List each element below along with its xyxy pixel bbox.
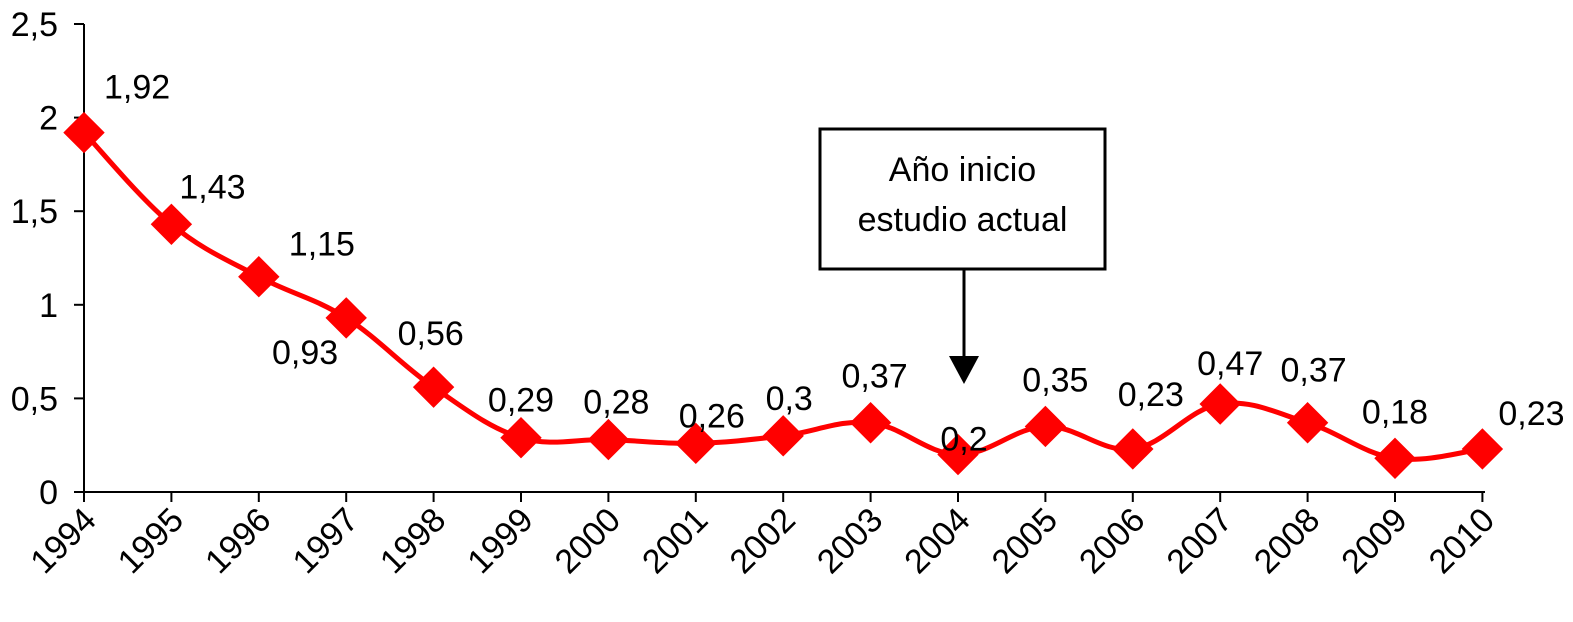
data-point-marker-1995 xyxy=(150,203,193,246)
data-label-2003: 0,37 xyxy=(842,358,908,396)
x-tick-label: 2004 xyxy=(897,501,977,581)
x-tick-label: 2002 xyxy=(723,501,803,581)
annotation-line-1: Año inicio xyxy=(889,151,1036,189)
data-label-1995: 1,43 xyxy=(179,168,245,206)
y-tick-label: 2 xyxy=(39,100,58,138)
marker-group xyxy=(63,111,1504,480)
x-tick-label: 2005 xyxy=(985,501,1065,581)
data-label-2002: 0,3 xyxy=(766,380,813,418)
data-point-marker-2008 xyxy=(1286,402,1329,444)
data-point-marker-2007 xyxy=(1199,383,1241,425)
data-point-marker-1998 xyxy=(412,366,455,408)
x-tick-label: 2010 xyxy=(1422,501,1502,581)
y-tick-label: 0,5 xyxy=(11,380,58,418)
annotation-box xyxy=(818,127,1107,271)
data-point-marker-2001 xyxy=(675,422,717,465)
data-point-marker-2002 xyxy=(762,415,804,457)
data-point-marker-2005 xyxy=(1024,405,1067,448)
x-tick-label: 2007 xyxy=(1160,501,1240,581)
data-label-1996: 1,15 xyxy=(289,226,355,264)
data-point-marker-2006 xyxy=(1112,428,1154,470)
x-tick-label: 1997 xyxy=(286,501,366,581)
x-tick-label: 1994 xyxy=(23,501,103,581)
x-tick-label: 2001 xyxy=(635,501,715,581)
x-tick-label: 2006 xyxy=(1072,501,1152,581)
data-point-marker-2004 xyxy=(937,433,979,476)
data-label-1998: 0,56 xyxy=(398,315,464,353)
data-label-2010: 0,23 xyxy=(1498,395,1564,433)
x-tick-label: 2000 xyxy=(548,501,628,581)
data-label-2009: 0,18 xyxy=(1362,393,1428,431)
data-label-1999: 0,29 xyxy=(488,382,554,420)
x-tick-label: 1998 xyxy=(373,501,453,581)
data-label-2006: 0,23 xyxy=(1118,376,1184,414)
x-tick-label: 2008 xyxy=(1247,501,1327,581)
axes: 0 0,5 1 1,5 2 2,5 1994 1995 1996 1997 1998 1999 2000… xyxy=(11,6,1502,581)
x-tick-label: 1999 xyxy=(460,501,540,581)
data-label-2005: 0,35 xyxy=(1022,361,1088,399)
annotation-line-2: estudio actual xyxy=(858,201,1068,239)
x-tick-label: 2009 xyxy=(1334,501,1414,581)
x-tick-label: 1995 xyxy=(111,501,191,581)
data-point-marker-1994 xyxy=(63,111,105,154)
y-tick-label: 1 xyxy=(39,287,58,325)
data-label-1994: 1,92 xyxy=(104,69,170,107)
data-label-1997: 0,93 xyxy=(272,334,338,372)
x-tick-label: 1996 xyxy=(198,501,278,581)
x-tick-label: 2003 xyxy=(810,501,890,581)
data-point-marker-1999 xyxy=(500,417,542,459)
data-label-2004: 0,2 xyxy=(940,421,987,459)
data-point-marker-2000 xyxy=(587,418,630,461)
y-tick-label: 1,5 xyxy=(11,193,58,231)
data-label-2000: 0,28 xyxy=(583,384,649,422)
annotation: Año inicio estudio actual xyxy=(818,127,1107,384)
data-label-2008: 0,37 xyxy=(1281,352,1347,390)
y-tick-label: 2,5 xyxy=(11,6,58,44)
data-label-2007: 0,47 xyxy=(1197,345,1263,383)
y-tick-label: 0 xyxy=(39,474,58,512)
data-label-2001: 0,26 xyxy=(679,397,745,435)
data-point-marker-2003 xyxy=(849,402,892,444)
data-point-marker-1996 xyxy=(238,256,280,298)
data-point-marker-2009 xyxy=(1374,437,1416,480)
data-label-group: 1,92 1,43 1,15 0,93 0,56 0,29 0,28 0,26 0,3 0,37 0… xyxy=(104,69,1565,459)
data-point-marker-2010 xyxy=(1461,428,1504,470)
data-point-marker-1997 xyxy=(325,297,367,339)
annotation-arrow-head xyxy=(949,356,979,384)
